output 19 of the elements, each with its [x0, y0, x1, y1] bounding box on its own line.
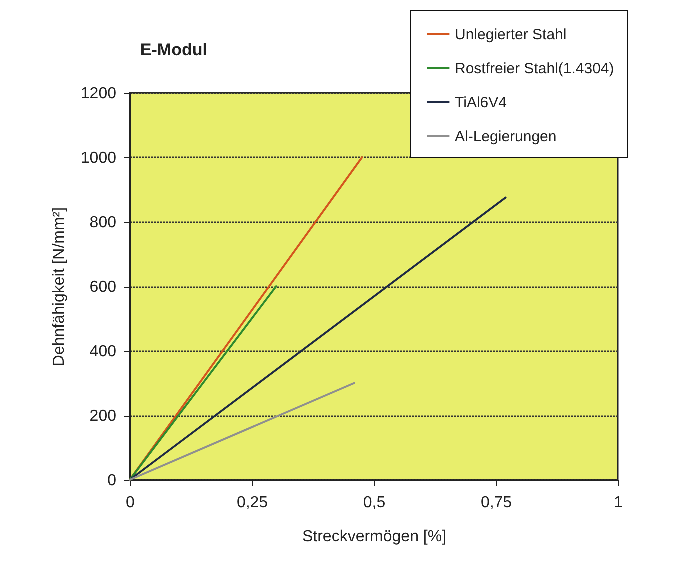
y-tick-label: 200	[90, 408, 117, 425]
y-tick-label: 0	[108, 472, 117, 490]
y-tick-label: 1200	[80, 86, 117, 102]
x-tick-label: 1	[614, 494, 624, 512]
x-tick-label: 0,5	[363, 494, 386, 512]
legend-label: Rostfreier Stahl(1.4304)	[455, 60, 614, 78]
y-tick-label: 1000	[80, 150, 117, 167]
legend-label: TiAl6V4	[455, 94, 507, 112]
x-tick-label: 0,25	[236, 494, 268, 512]
y-tick-label: 800	[90, 214, 117, 232]
legend-label: Unlegierter Stahl	[455, 26, 567, 44]
y-tick-label: 400	[90, 344, 117, 360]
chart-title: E-Modul	[140, 40, 208, 60]
x-axis-title: Streckvermögen [%]	[302, 528, 447, 546]
x-tick-label: 0,75	[480, 494, 512, 512]
legend-label: Al-Legierungen	[455, 128, 557, 146]
x-tick-label: 0	[126, 494, 136, 512]
y-tick-label: 600	[90, 279, 117, 296]
y-axis-title: Dehnfähigkeit [N/mm²]	[50, 207, 68, 367]
